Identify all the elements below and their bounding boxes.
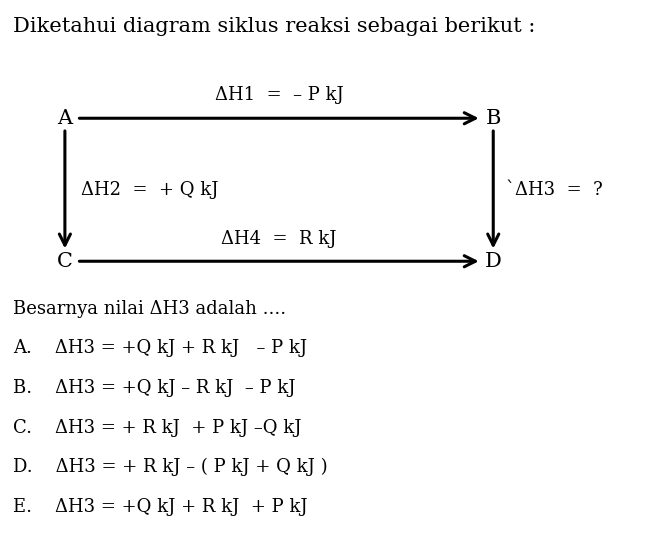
Text: D.    ΔH3 = + R kJ – ( P kJ + Q kJ ): D. ΔH3 = + R kJ – ( P kJ + Q kJ )	[13, 458, 328, 476]
Text: ΔH4  =  R kJ: ΔH4 = R kJ	[221, 229, 337, 248]
Text: ΔH2  =  + Q kJ: ΔH2 = + Q kJ	[81, 181, 219, 199]
Text: ΔH1  =  – P kJ: ΔH1 = – P kJ	[215, 86, 343, 104]
Text: A.    ΔH3 = +Q kJ + R kJ   – P kJ: A. ΔH3 = +Q kJ + R kJ – P kJ	[13, 339, 307, 358]
Text: B: B	[485, 109, 501, 128]
Text: B.    ΔH3 = +Q kJ – R kJ  – P kJ: B. ΔH3 = +Q kJ – R kJ – P kJ	[13, 379, 295, 397]
Text: C: C	[57, 252, 73, 271]
Text: Besarnya nilai ΔH3 adalah ....: Besarnya nilai ΔH3 adalah ....	[13, 300, 286, 318]
Text: C.    ΔH3 = + R kJ  + P kJ –Q kJ: C. ΔH3 = + R kJ + P kJ –Q kJ	[13, 419, 302, 437]
Text: E.    ΔH3 = +Q kJ + R kJ  + P kJ: E. ΔH3 = +Q kJ + R kJ + P kJ	[13, 498, 308, 516]
Text: D: D	[485, 252, 502, 271]
Text: `ΔH3  =  ?: `ΔH3 = ?	[506, 181, 603, 199]
Text: A: A	[57, 109, 73, 128]
Text: Diketahui diagram siklus reaksi sebagai berikut :: Diketahui diagram siklus reaksi sebagai …	[13, 16, 535, 36]
